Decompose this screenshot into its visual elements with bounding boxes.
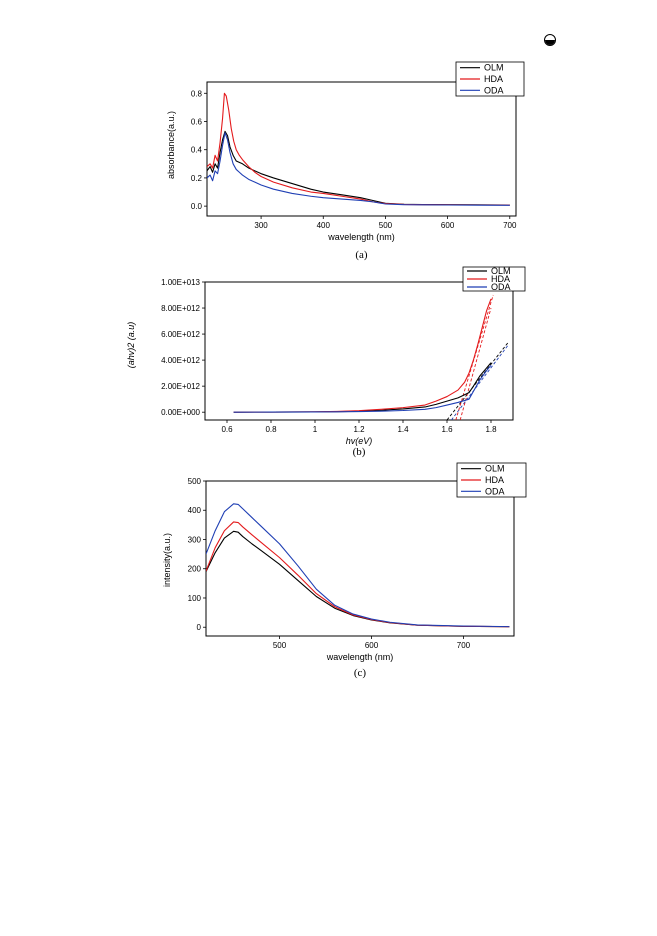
series-line-oda	[233, 364, 492, 413]
y-tick-label: 0.00E+000	[161, 408, 200, 417]
fit-line	[451, 344, 509, 420]
page-corner-icon	[544, 34, 556, 46]
y-tick-label: 0.6	[191, 117, 203, 126]
x-tick-label: 600	[441, 221, 455, 230]
series-line-oda	[206, 503, 510, 628]
y-axis-label: (ahv)2 (a.u)	[126, 322, 136, 369]
x-tick-label: 600	[365, 641, 379, 650]
fit-line	[446, 341, 509, 420]
chart-c: 500 600 700 0 100 200 300 400 500 wavelength (nm)…	[162, 462, 527, 679]
legend-label-hda: HDA	[491, 274, 510, 284]
legend-label-olm: OLM	[491, 266, 511, 276]
x-tick-label: 1.2	[353, 425, 365, 434]
y-tick-label: 500	[188, 477, 202, 486]
series-line-hda	[207, 92, 510, 206]
x-tick-label: 1.8	[485, 425, 497, 434]
x-tick-label: 0.8	[265, 425, 277, 434]
x-axis-label: hv(eV)	[346, 436, 373, 446]
series-group	[206, 503, 510, 628]
legend-label-hda: HDA	[485, 475, 504, 485]
y-tick-label: 4.00E+012	[161, 356, 200, 365]
figure-caption: (c)	[354, 667, 367, 679]
figure-caption: (b)	[353, 446, 366, 458]
y-tick-label: 0.8	[191, 89, 203, 98]
legend-label-oda: ODA	[491, 282, 511, 292]
y-axis-label: absorbance(a.u.)	[166, 111, 176, 179]
y-tick-label: 400	[188, 506, 202, 515]
y-tick-label: 0.2	[191, 174, 203, 183]
legend-label-oda: ODA	[484, 85, 504, 95]
series-line-olm	[207, 130, 510, 206]
x-tick-label: 1	[313, 425, 318, 434]
y-tick-label: 200	[188, 565, 202, 574]
x-tick-label: 500	[379, 221, 393, 230]
legend-label-olm: OLM	[484, 63, 504, 73]
x-tick-label: 700	[503, 221, 517, 230]
y-tick-label: 1.00E+013	[161, 278, 200, 287]
x-tick-label: 500	[273, 641, 287, 650]
y-axis-label: intensity(a.u.)	[162, 533, 172, 587]
y-tick-label: 0.4	[191, 146, 203, 155]
y-tick-label: 0.0	[191, 202, 203, 211]
x-tick-label: 1.4	[397, 425, 409, 434]
series-line-hda	[206, 521, 510, 628]
series-line-oda	[207, 132, 510, 206]
x-tick-label: 700	[457, 641, 471, 650]
plot-frame	[206, 81, 517, 217]
series-line-olm	[233, 362, 492, 413]
x-axis-label: wavelength (nm)	[326, 652, 394, 662]
series-line-hda	[233, 298, 492, 413]
y-tick-label: 8.00E+012	[161, 304, 200, 313]
figure-caption: (a)	[355, 249, 368, 261]
x-tick-label: 1.6	[441, 425, 453, 434]
series-group	[233, 294, 509, 420]
legend-label-oda: ODA	[485, 486, 505, 496]
y-tick-label: 100	[188, 594, 202, 603]
chart-b: 0.6 0.8 1 1.2 1.4 1.6 1.8 0.00E+000 2.00E+012 4.0…	[126, 266, 526, 458]
x-tick-label: 400	[317, 221, 331, 230]
series-line-olm	[206, 530, 510, 628]
series-group	[207, 92, 510, 206]
x-axis-label: wavelength (nm)	[327, 232, 395, 242]
y-tick-label: 300	[188, 535, 202, 544]
legend-label-olm: OLM	[485, 464, 505, 474]
plot-frame	[205, 480, 515, 637]
y-tick-label: 2.00E+012	[161, 382, 200, 391]
y-tick-label: 0	[197, 623, 202, 632]
x-tick-label: 300	[254, 221, 268, 230]
legend-label-hda: HDA	[484, 74, 503, 84]
x-tick-label: 0.6	[221, 425, 233, 434]
y-tick-label: 6.00E+012	[161, 330, 200, 339]
fit-line	[459, 307, 492, 420]
chart-a: 300 400 500 600 700 0.0 0.2 0.4 0.6 0.8 wavelength…	[166, 61, 525, 261]
